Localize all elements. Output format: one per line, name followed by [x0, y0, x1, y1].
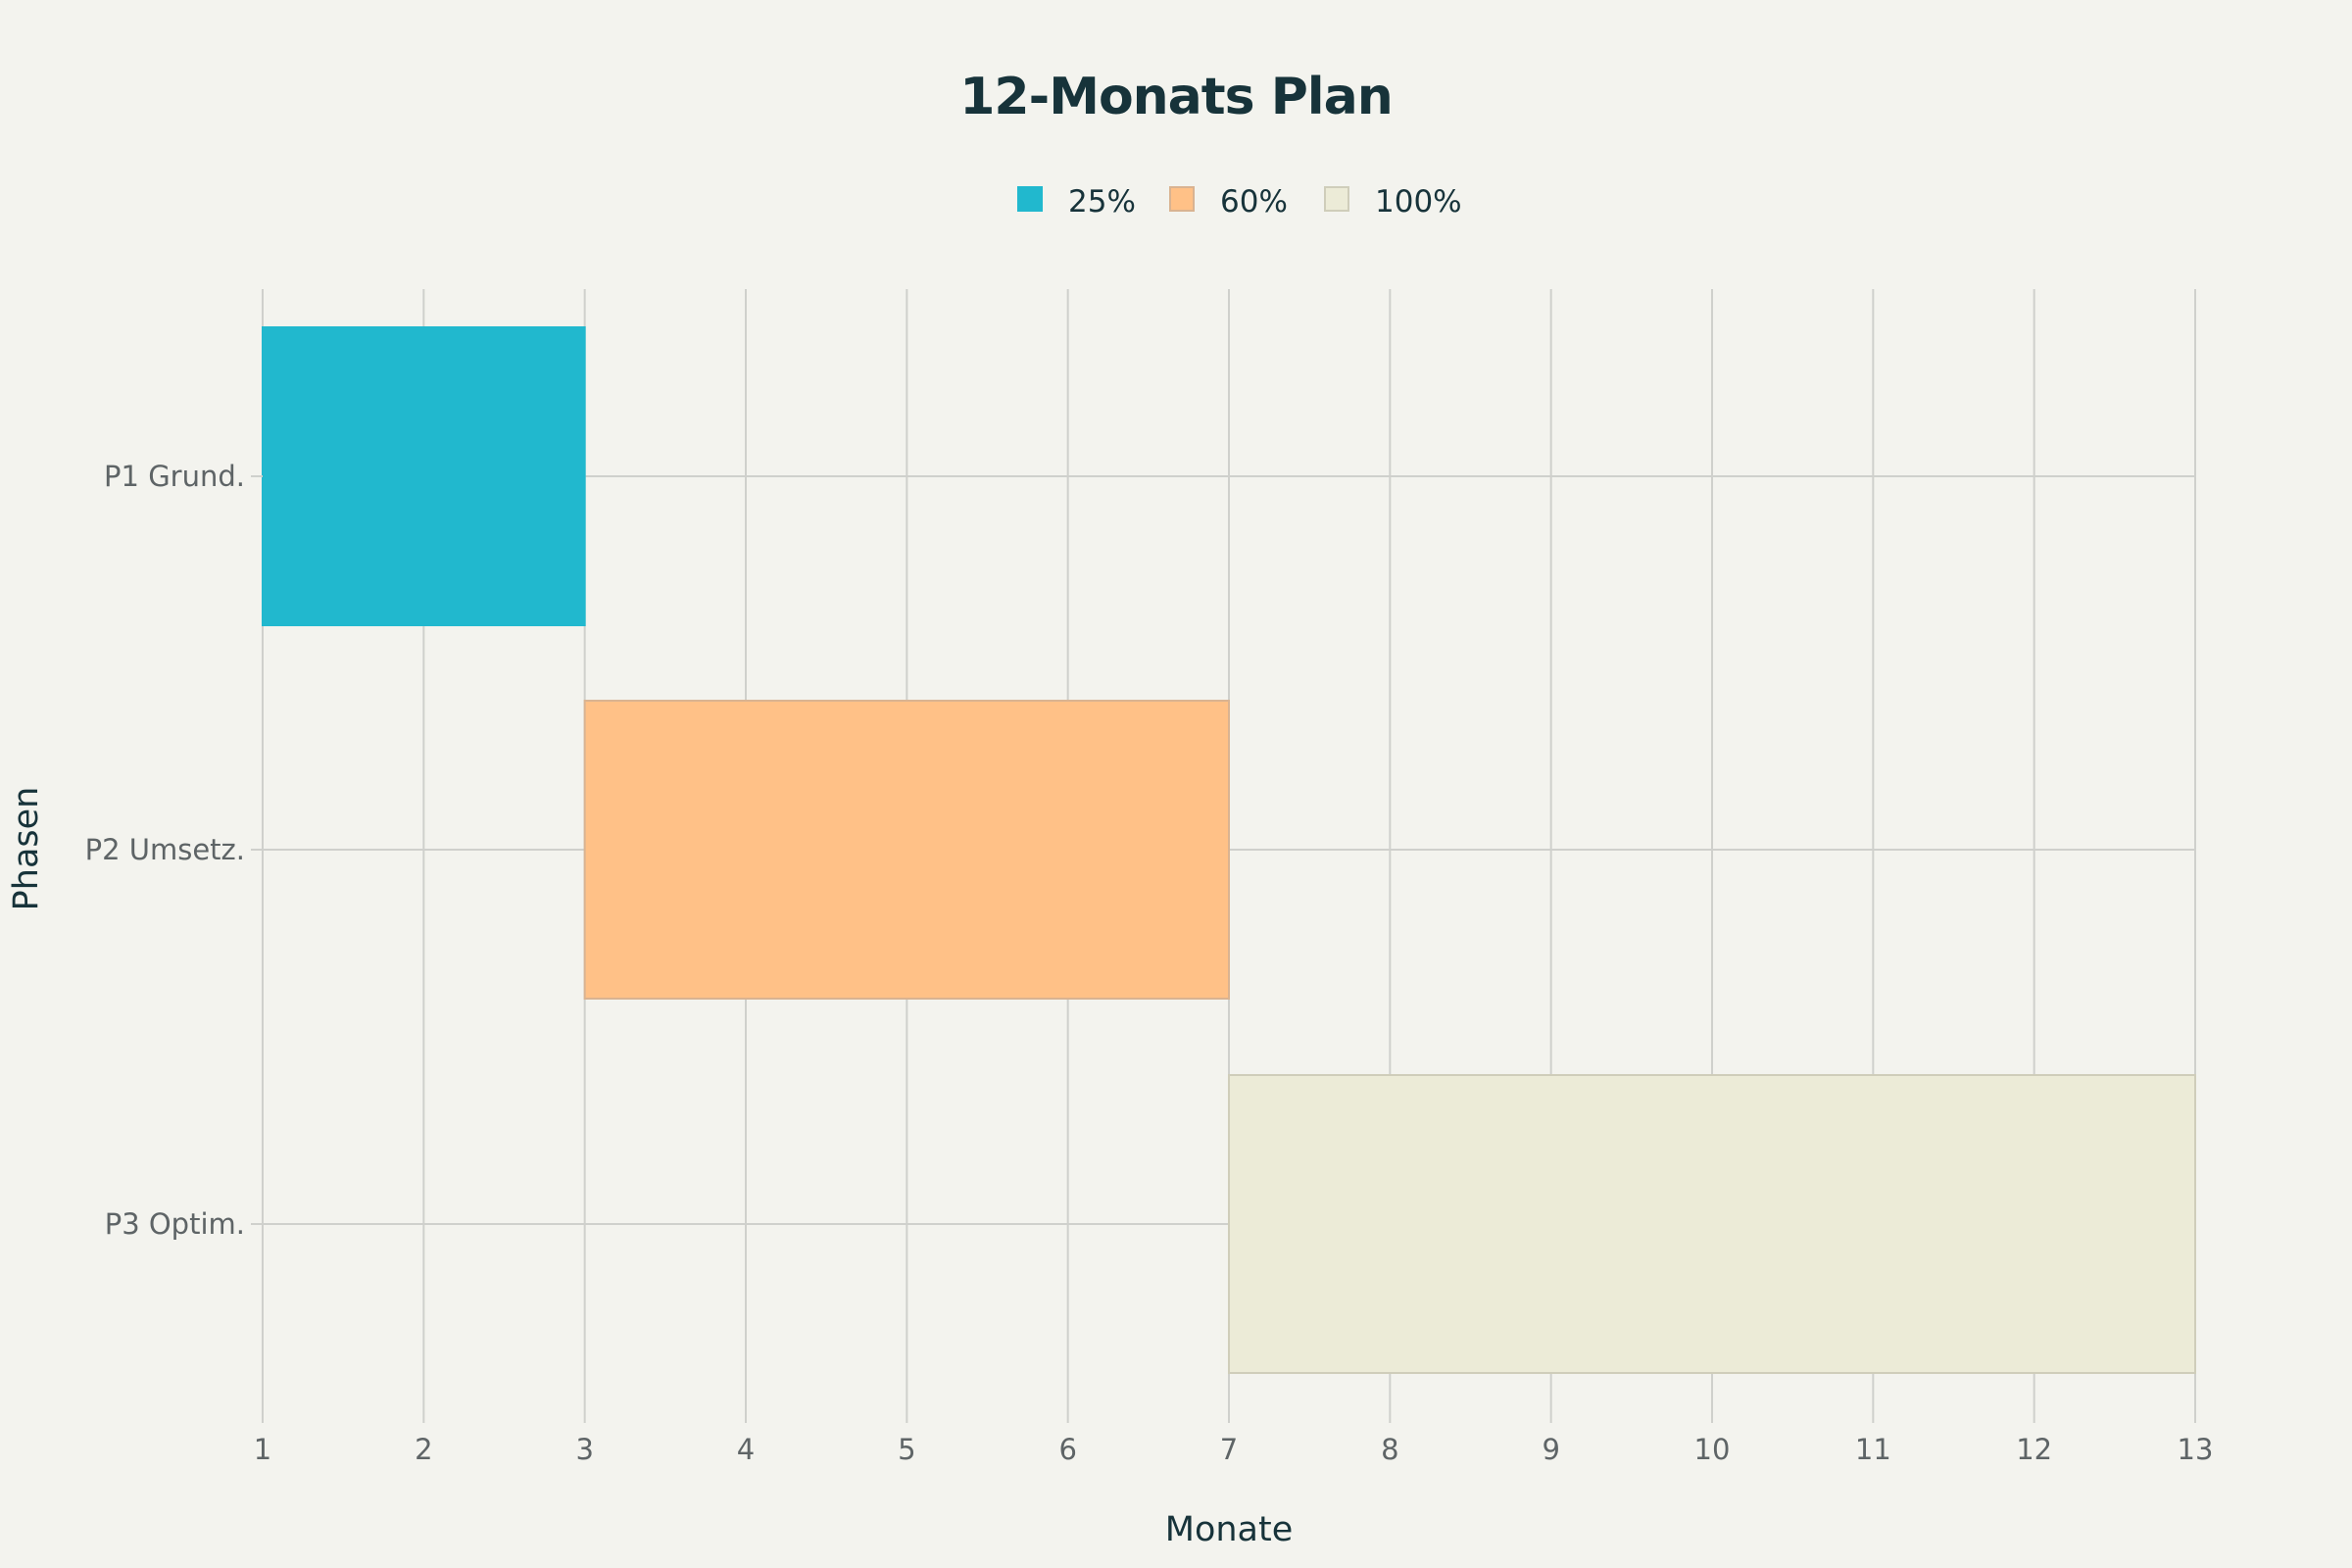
legend-item: 100% [1324, 184, 1462, 220]
x-tick-label: 6 [1058, 1433, 1076, 1466]
bars [262, 326, 2196, 1374]
legend-label: 60% [1220, 184, 1288, 220]
legend-label: 100% [1375, 184, 1462, 220]
x-tick-label: 7 [1220, 1433, 1238, 1466]
y-axis-ticks: P1 Grund. P2 Umsetz. P3 Optim. [85, 460, 263, 1241]
legend: 25% 60% 100% [1017, 184, 1462, 220]
x-tick-label: 5 [898, 1433, 915, 1466]
x-tick-label: 12 [2016, 1433, 2052, 1466]
bar-p1-grund [262, 326, 586, 626]
x-tick-label: 4 [737, 1433, 755, 1466]
x-tick-label: 3 [575, 1433, 593, 1466]
y-tick-label: P2 Umsetz. [85, 833, 245, 866]
chart-title: 12-Monats Plan [959, 68, 1392, 126]
x-tick-label: 9 [1542, 1433, 1559, 1466]
y-tick-label: P1 Grund. [104, 460, 245, 493]
legend-label: 25% [1068, 184, 1136, 220]
x-tick-label: 2 [415, 1433, 432, 1466]
x-axis-title: Monate [1165, 1510, 1294, 1549]
legend-swatch [1324, 186, 1349, 212]
x-tick-label: 1 [254, 1433, 271, 1466]
x-tick-label: 11 [1855, 1433, 1891, 1466]
bar-p2-umsetz [583, 700, 1230, 1000]
legend-item: 25% [1017, 184, 1136, 220]
legend-swatch [1017, 186, 1043, 212]
legend-swatch [1169, 186, 1195, 212]
bar-p3-optim [1228, 1074, 2196, 1374]
y-tick-label: P3 Optim. [105, 1207, 245, 1241]
x-tick-label: 10 [1694, 1433, 1731, 1466]
x-axis-ticks: 1 2 3 4 5 6 7 8 9 10 11 12 13 [254, 1411, 2214, 1466]
x-tick-label: 13 [2178, 1433, 2214, 1466]
y-axis-title: Phasen [7, 787, 46, 911]
legend-item: 60% [1169, 184, 1288, 220]
x-tick-label: 8 [1381, 1433, 1398, 1466]
